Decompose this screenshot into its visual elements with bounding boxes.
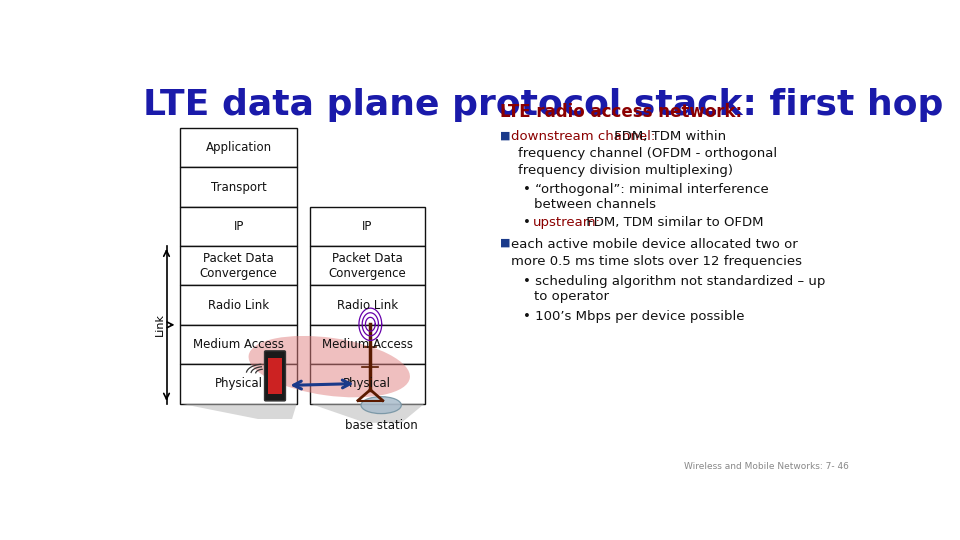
Text: • “orthogonal”: minimal interference: • “orthogonal”: minimal interference — [523, 183, 769, 195]
Text: ■: ■ — [500, 238, 511, 248]
Ellipse shape — [249, 336, 410, 397]
Text: Medium Access: Medium Access — [193, 338, 284, 351]
Text: LTE data plane protocol stack: first hop: LTE data plane protocol stack: first hop — [143, 88, 944, 122]
Bar — [180, 167, 297, 207]
Text: ■: ■ — [500, 130, 511, 140]
Text: • 100’s Mbps per device possible: • 100’s Mbps per device possible — [523, 310, 745, 323]
Bar — [180, 325, 297, 364]
Text: FDM, TDM within: FDM, TDM within — [610, 130, 726, 143]
Text: base station: base station — [345, 419, 418, 432]
Bar — [310, 364, 424, 403]
Bar — [310, 286, 424, 325]
Text: Medium Access: Medium Access — [322, 338, 413, 351]
Text: LTE radio access network:: LTE radio access network: — [500, 103, 742, 122]
Text: between channels: between channels — [534, 198, 656, 211]
FancyBboxPatch shape — [265, 351, 285, 401]
Text: frequency channel (OFDM - orthogonal: frequency channel (OFDM - orthogonal — [518, 147, 778, 160]
Text: Packet Data
Convergence: Packet Data Convergence — [200, 252, 277, 280]
Polygon shape — [180, 403, 297, 419]
Polygon shape — [310, 403, 424, 423]
Ellipse shape — [361, 397, 401, 414]
Text: downstream channel:: downstream channel: — [511, 130, 655, 143]
Text: IP: IP — [362, 220, 372, 233]
Bar — [310, 207, 424, 246]
Text: Transport: Transport — [210, 180, 267, 193]
Text: Radio Link: Radio Link — [337, 299, 397, 312]
Bar — [268, 358, 282, 394]
Bar — [180, 246, 297, 286]
Text: IP: IP — [233, 220, 244, 233]
Text: upstream:: upstream: — [533, 217, 601, 230]
Text: Link: Link — [156, 313, 165, 336]
Text: Wireless and Mobile Networks: 7- 46: Wireless and Mobile Networks: 7- 46 — [684, 462, 849, 471]
Text: •: • — [523, 217, 535, 230]
Text: frequency division multiplexing): frequency division multiplexing) — [518, 164, 733, 177]
Text: • scheduling algorithm not standardized – up: • scheduling algorithm not standardized … — [523, 275, 826, 288]
Bar — [180, 128, 297, 167]
Bar — [310, 325, 424, 364]
Bar — [180, 364, 297, 403]
Text: to operator: to operator — [534, 291, 609, 303]
Bar — [310, 246, 424, 286]
Text: more 0.5 ms time slots over 12 frequencies: more 0.5 ms time slots over 12 frequenci… — [511, 255, 802, 268]
Text: Physical: Physical — [215, 377, 263, 390]
Text: Radio Link: Radio Link — [208, 299, 269, 312]
Text: Physical: Physical — [344, 377, 392, 390]
Text: Application: Application — [205, 141, 272, 154]
Text: Packet Data
Convergence: Packet Data Convergence — [328, 252, 406, 280]
Bar — [180, 286, 297, 325]
Text: FDM, TDM similar to OFDM: FDM, TDM similar to OFDM — [582, 217, 763, 230]
Text: each active mobile device allocated two or: each active mobile device allocated two … — [511, 238, 798, 251]
Bar — [180, 207, 297, 246]
